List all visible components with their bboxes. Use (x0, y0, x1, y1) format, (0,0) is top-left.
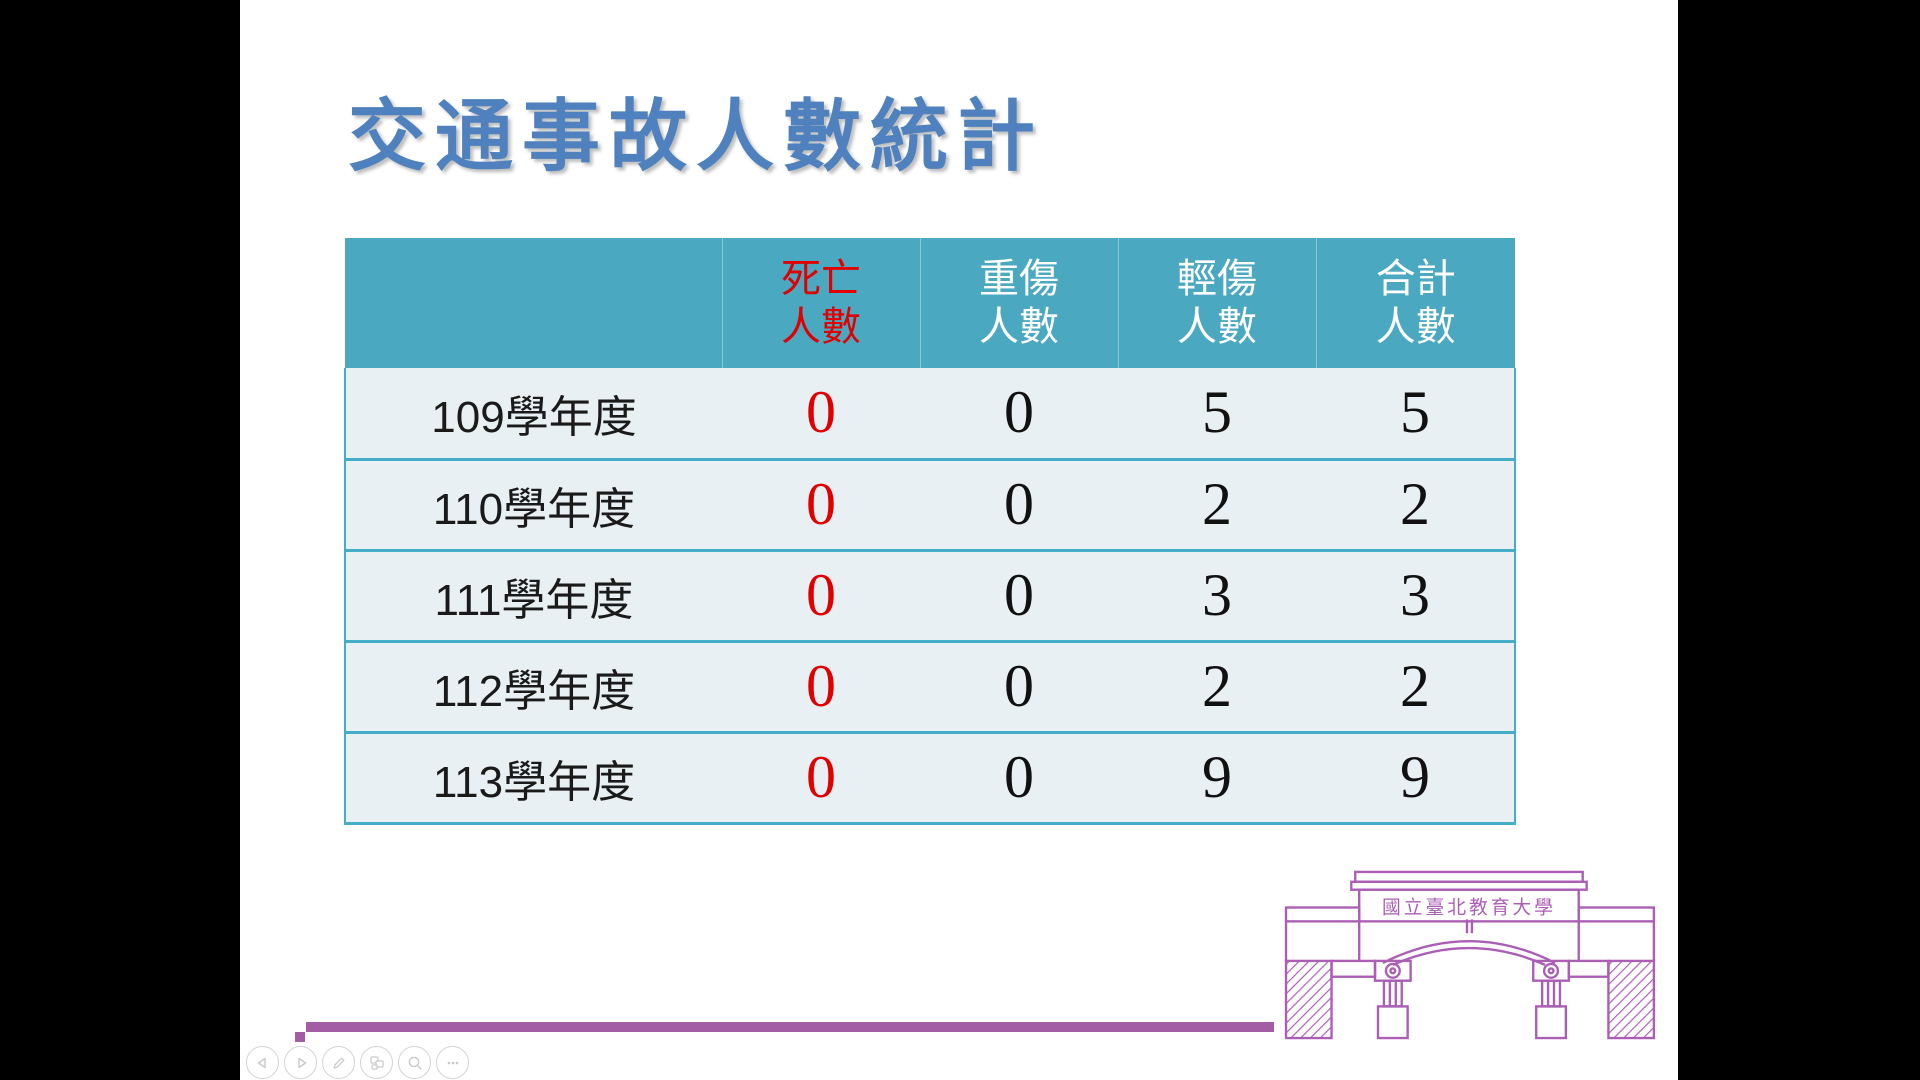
minor-injury-cell: 5 (1202, 379, 1232, 446)
slide: 交通事故人數統計 死亡 人數 重傷 人數 輕傷 人數 (240, 0, 1678, 1080)
statistics-table: 死亡 人數 重傷 人數 輕傷 人數 合計 人數 109學年度 (344, 238, 1516, 825)
year-column-header (345, 238, 722, 368)
pen-icon (332, 1057, 344, 1069)
serious-injury-column-header: 重傷 人數 (919, 238, 1118, 368)
minor-injury-cell: 2 (1118, 639, 1316, 732)
see-all-slides-button[interactable] (360, 1046, 393, 1079)
footer-accent-square (295, 1032, 305, 1042)
deaths-column-header: 死亡 人數 (721, 238, 920, 368)
letterbox-right (1678, 0, 1920, 1080)
serious-injury-cell: 0 (920, 730, 1118, 825)
total-cell: 3 (1316, 548, 1516, 641)
slideshow-controls (246, 1046, 469, 1079)
page-title: 交通事故人數統計 (348, 92, 1045, 180)
previous-slide-button[interactable] (246, 1046, 279, 1079)
year-cell: 109學年度 (344, 368, 722, 459)
more-options-button[interactable] (436, 1046, 469, 1079)
total-column-header: 合計 人數 (1315, 238, 1515, 368)
total-cell: 9 (1316, 730, 1516, 825)
serious-injury-cell: 0 (920, 639, 1118, 732)
serious-injury-cell: 0 (920, 457, 1118, 550)
next-slide-button[interactable] (284, 1046, 317, 1079)
minor-injury-column-header: 輕傷 人數 (1117, 238, 1316, 368)
table-row: 112學年度 0 0 2 2 (344, 639, 1516, 732)
university-gate-icon: 國立臺北教育大學 (1284, 870, 1656, 1040)
table-header-row: 死亡 人數 重傷 人數 輕傷 人數 合計 人數 (345, 238, 1515, 368)
more-options-icon (447, 1061, 458, 1064)
year-cell: 113學年度 (344, 730, 722, 825)
total-cell: 5 (1316, 368, 1516, 459)
minor-injury-cell: 2 (1118, 457, 1316, 550)
total-cell: 2 (1316, 639, 1516, 732)
total-cell: 2 (1316, 457, 1516, 550)
serious-injury-cell: 0 (1004, 379, 1034, 446)
university-name: 國立臺北教育大學 (1382, 896, 1556, 917)
university-logo: 國立臺北教育大學 (1268, 864, 1664, 1042)
year-cell: 112學年度 (344, 639, 722, 732)
deaths-cell: 0 (722, 730, 920, 825)
previous-slide-icon (257, 1057, 266, 1068)
see-all-slides-icon (369, 1055, 384, 1070)
deaths-cell: 0 (722, 548, 920, 641)
letterbox-left (0, 0, 240, 1080)
table-row: 113學年度 0 0 9 9 (344, 730, 1516, 825)
year-cell: 111學年度 (344, 548, 722, 641)
next-slide-icon (297, 1057, 306, 1068)
pen-button[interactable] (322, 1046, 355, 1079)
table-row: 111學年度 0 0 3 3 (344, 548, 1516, 641)
zoom-icon (408, 1056, 422, 1070)
footer-accent-bar (306, 1022, 1274, 1032)
deaths-cell: 0 (722, 639, 920, 732)
minor-injury-cell: 3 (1118, 548, 1316, 641)
table-row: 109學年度 0 0 5 5 (344, 368, 1516, 459)
year-cell: 110學年度 (344, 457, 722, 550)
deaths-cell: 0 (722, 457, 920, 550)
table-row: 110學年度 0 0 2 2 (344, 457, 1516, 550)
minor-injury-cell: 9 (1118, 730, 1316, 825)
zoom-button[interactable] (398, 1046, 431, 1079)
deaths-cell: 0 (806, 379, 836, 446)
serious-injury-cell: 0 (920, 548, 1118, 641)
